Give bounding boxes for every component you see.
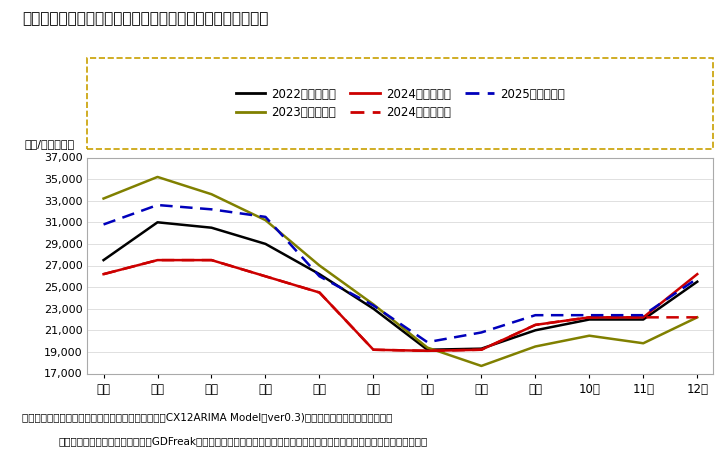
Text: 出所：家計調査（二人以上世帯）（総務省）を基にCX12ARIMA Model（ver0.3)により各月の曜日構成、月末曜: 出所：家計調査（二人以上世帯）（総務省）を基にCX12ARIMA Model（v… bbox=[22, 412, 392, 422]
Text: 日、うるう年の違いを織り込んでGDFreak予測。なお、東日本大震災後の影響については、モデルにダミー変数を立て対応。: 日、うるう年の違いを織り込んでGDFreak予測。なお、東日本大震災後の影響につ… bbox=[58, 436, 427, 446]
FancyBboxPatch shape bbox=[87, 58, 713, 148]
Text: 「二人以上世帯」の１世帯当たり消費支出額の１２ケ月予測: 「二人以上世帯」の１世帯当たり消費支出額の１２ケ月予測 bbox=[22, 11, 268, 26]
Legend: 2022年（実績）, 2023年（実績）, 2024年（実績）, 2024年（予測）, 2025年（予測）: 2022年（実績）, 2023年（実績）, 2024年（実績）, 2024年（予… bbox=[230, 81, 571, 126]
Text: （円/月・世帯）: （円/月・世帯） bbox=[25, 139, 75, 149]
